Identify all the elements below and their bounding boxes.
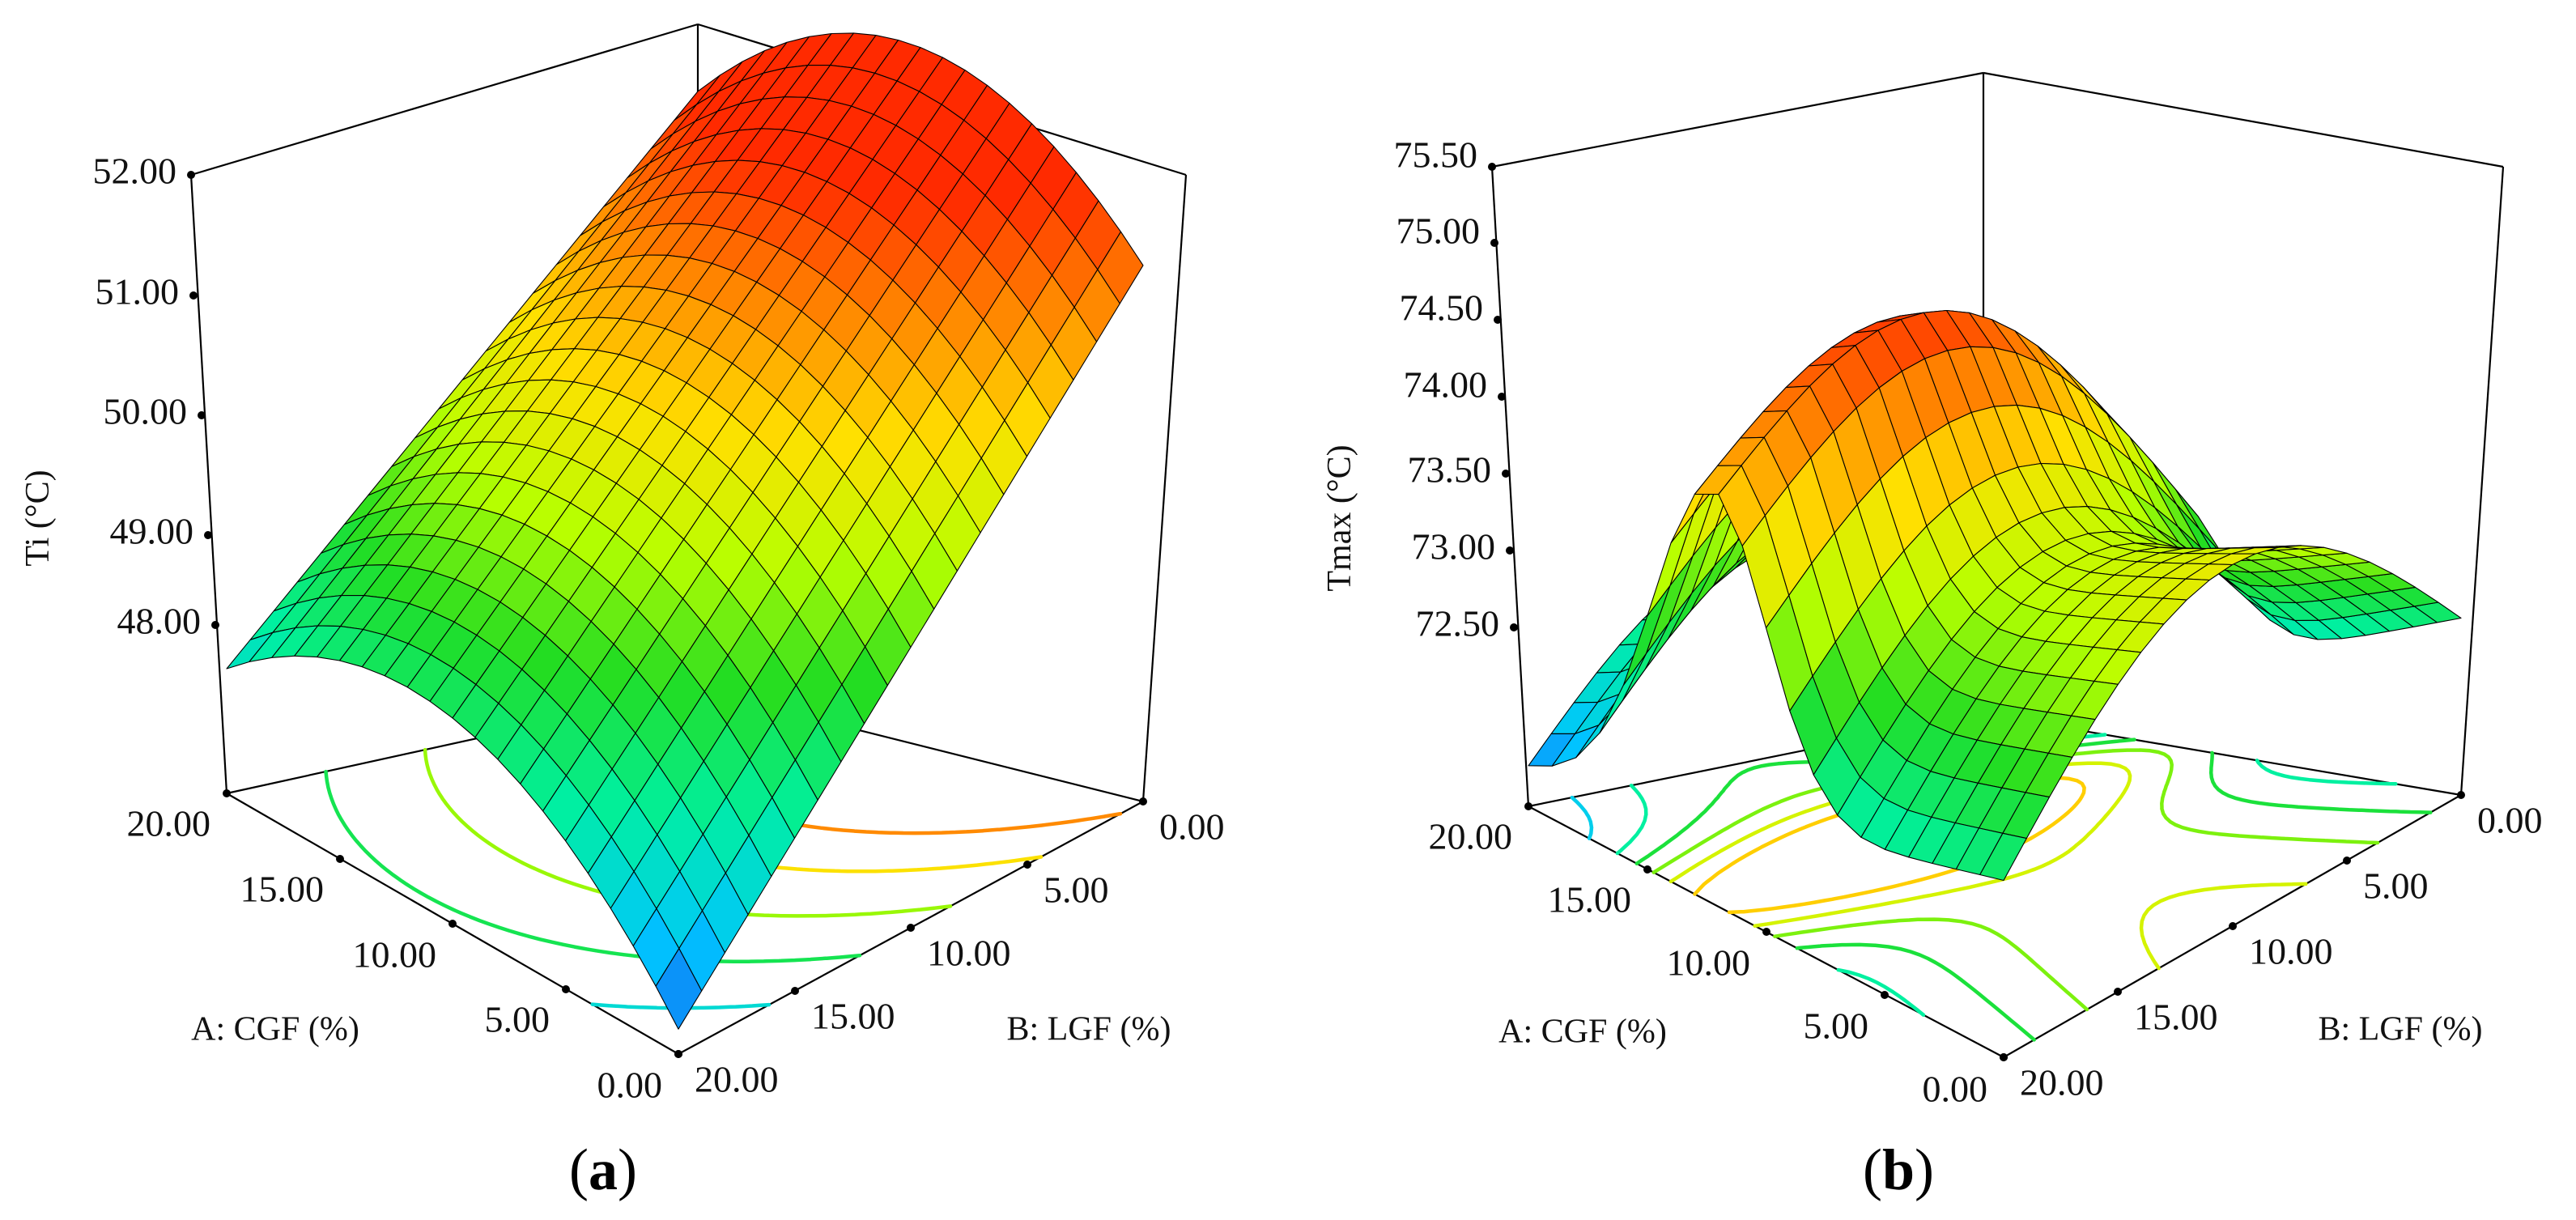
z-tick-label: 74.00	[1404, 364, 1488, 406]
panel-b: 75.50 75.00 74.50 74.00 73.50 73.00 72.5…	[1321, 71, 2543, 1202]
surface-cell	[1979, 832, 2027, 882]
x-tick-label: 15.00	[240, 869, 325, 910]
z-tick-label: 52.00	[93, 151, 177, 192]
y-axis-label: B: LGF (%)	[2319, 1011, 2483, 1048]
panel-b-y-ticks: 0.00 5.00 10.00 15.00 20.00	[2000, 791, 2543, 1103]
y-tick-label: 5.00	[2363, 865, 2429, 907]
panel-b-surface	[1528, 309, 2462, 882]
y-axis-label: B: LGF (%)	[1007, 1011, 1171, 1048]
x-axis-label: A: CGF (%)	[1498, 1014, 1667, 1051]
z-tick-label: 51.00	[96, 271, 180, 312]
panel-a-x-ticks: 0.00 5.00 10.00 15.00 20.00	[127, 789, 682, 1106]
panel-b-caption: (b)	[1863, 1137, 1934, 1202]
panel-a-surface	[226, 32, 1144, 1030]
y-tick-label: 20.00	[695, 1059, 779, 1100]
z-tick-label: 73.50	[1408, 449, 1492, 491]
z-tick-label: 50.00	[104, 391, 188, 432]
x-tick-label: 20.00	[1429, 816, 1513, 857]
x-tick-label: 0.00	[1923, 1069, 1988, 1110]
x-tick-label: 10.00	[1667, 942, 1751, 984]
z-axis-label: Ti (°C)	[19, 470, 57, 566]
y-tick-label: 10.00	[927, 933, 1011, 974]
z-tick-label: 49.00	[110, 511, 194, 552]
panel-b-x-ticks: 0.00 5.00 10.00 15.00 20.00	[1429, 802, 2008, 1110]
x-tick-label: 0.00	[597, 1065, 663, 1106]
panel-b-z-ticks: 75.50 75.00 74.50 74.00 73.50 73.00 72.5…	[1394, 134, 1518, 644]
y-tick-label: 15.00	[811, 996, 895, 1037]
y-tick-label: 20.00	[2020, 1062, 2104, 1103]
x-tick-label: 5.00	[485, 999, 550, 1040]
y-tick-label: 15.00	[2134, 997, 2218, 1038]
z-tick-label: 75.50	[1394, 134, 1478, 176]
panel-a-y-ticks: 0.00 5.00 10.00 15.00 20.00	[674, 797, 1225, 1100]
y-tick-label: 10.00	[2249, 931, 2333, 972]
z-tick-label: 72.50	[1416, 603, 1500, 644]
surface-cell	[655, 948, 703, 1030]
x-tick-label: 5.00	[1804, 1005, 1869, 1047]
y-tick-label: 0.00	[1159, 806, 1225, 848]
x-axis-label: A: CGF (%)	[191, 1011, 359, 1048]
z-tick-label: 48.00	[117, 601, 202, 642]
y-tick-label: 0.00	[2477, 800, 2543, 841]
z-tick-label: 73.00	[1412, 526, 1496, 567]
panel-a-z-ticks: 52.00 51.00 50.00 49.00 48.00	[93, 151, 219, 642]
z-tick-label: 74.50	[1400, 287, 1484, 329]
panel-a-caption: (a)	[569, 1137, 637, 1202]
x-tick-label: 10.00	[353, 934, 437, 976]
z-axis-label: Tmax (°C)	[1321, 444, 1358, 591]
y-tick-label: 5.00	[1044, 869, 1109, 911]
z-tick-label: 75.00	[1396, 210, 1481, 252]
x-tick-label: 20.00	[127, 803, 211, 844]
panel-a: 52.00 51.00 50.00 49.00 48.00 Ti (°C) 0.…	[19, 23, 1225, 1202]
x-tick-label: 15.00	[1548, 879, 1632, 920]
